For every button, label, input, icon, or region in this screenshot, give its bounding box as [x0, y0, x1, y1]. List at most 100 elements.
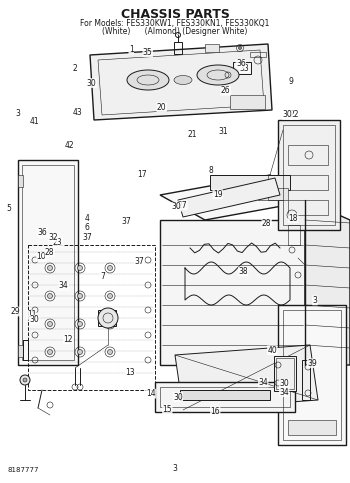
Polygon shape [178, 178, 280, 217]
Circle shape [77, 294, 83, 298]
Text: 19: 19 [213, 190, 223, 199]
Text: 27: 27 [178, 201, 188, 210]
Bar [288, 225, 300, 245]
Text: 5: 5 [6, 204, 11, 213]
Bar [230, 95, 265, 109]
Text: 12: 12 [63, 335, 73, 343]
Bar [288, 200, 328, 215]
Circle shape [23, 378, 27, 382]
Text: 35: 35 [143, 48, 153, 57]
Text: 33: 33 [239, 64, 249, 73]
Polygon shape [305, 200, 350, 365]
Text: 2: 2 [73, 64, 78, 73]
Bar [22, 165, 74, 360]
Text: 30: 30 [87, 79, 97, 87]
Ellipse shape [174, 75, 192, 85]
Polygon shape [160, 175, 315, 220]
Text: 15: 15 [162, 405, 172, 414]
Text: 22: 22 [290, 111, 300, 119]
Circle shape [48, 294, 52, 298]
Bar [268, 175, 283, 200]
Bar [18, 345, 23, 357]
Text: 29: 29 [11, 307, 21, 316]
Text: 36: 36 [236, 59, 246, 68]
Bar [278, 120, 340, 230]
Bar [205, 44, 219, 52]
Bar [18, 175, 23, 187]
Text: 6: 6 [84, 224, 89, 232]
Text: 4: 4 [84, 214, 89, 223]
Text: 8: 8 [208, 166, 213, 174]
Text: 32: 32 [48, 233, 58, 242]
Ellipse shape [127, 70, 169, 90]
Circle shape [77, 266, 83, 270]
Circle shape [238, 46, 242, 49]
Text: 10: 10 [36, 253, 46, 261]
Text: 40: 40 [267, 346, 277, 355]
Circle shape [48, 266, 52, 270]
Text: 8187777: 8187777 [8, 467, 40, 473]
Text: 34: 34 [279, 388, 289, 397]
Circle shape [107, 294, 112, 298]
Text: 34: 34 [258, 378, 268, 387]
Bar [155, 382, 295, 412]
Circle shape [107, 322, 112, 327]
Text: 42: 42 [64, 142, 74, 150]
Bar [250, 52, 266, 57]
Text: 1: 1 [129, 45, 134, 54]
Text: CHASSIS PARTS: CHASSIS PARTS [120, 8, 230, 21]
Text: 39: 39 [307, 359, 317, 368]
Text: 26: 26 [221, 86, 231, 95]
Bar [160, 387, 290, 407]
Text: For Models: FES330KW1, FES330KN1, FES330KQ1: For Models: FES330KW1, FES330KN1, FES330… [80, 19, 270, 28]
Text: 28: 28 [45, 248, 55, 256]
Circle shape [77, 350, 83, 355]
Polygon shape [175, 345, 318, 410]
Text: 28: 28 [262, 219, 272, 227]
Bar [283, 310, 341, 440]
Text: 30: 30 [29, 315, 39, 324]
Text: 43: 43 [73, 108, 83, 116]
Circle shape [98, 308, 118, 328]
Bar [274, 356, 296, 391]
Text: 30: 30 [172, 202, 182, 211]
Text: 18: 18 [288, 214, 298, 223]
Text: 37: 37 [82, 233, 92, 242]
Text: 37: 37 [134, 257, 144, 266]
Text: 30: 30 [279, 380, 289, 388]
Text: 7: 7 [101, 272, 106, 281]
Bar [276, 358, 294, 389]
Text: 36: 36 [38, 228, 48, 237]
Bar [288, 420, 336, 435]
Polygon shape [90, 44, 272, 120]
Circle shape [48, 322, 52, 327]
Text: 16: 16 [210, 407, 220, 416]
Bar [98, 310, 116, 326]
Bar [210, 175, 290, 190]
Text: 41: 41 [29, 117, 39, 126]
Text: 21: 21 [187, 130, 197, 139]
Text: 38: 38 [238, 267, 248, 276]
Bar [302, 360, 310, 400]
Bar [18, 160, 78, 365]
Circle shape [107, 266, 112, 270]
Text: 31: 31 [218, 127, 228, 136]
Bar [283, 125, 335, 225]
Text: (White)      (Almond) (Designer White): (White) (Almond) (Designer White) [102, 27, 248, 36]
Bar [288, 145, 328, 165]
Bar [174, 42, 182, 54]
Text: 37: 37 [122, 217, 132, 226]
Bar [288, 175, 328, 190]
Text: 11: 11 [27, 311, 36, 319]
Text: 20: 20 [157, 103, 167, 112]
Text: 13: 13 [125, 369, 135, 377]
Bar [180, 390, 270, 400]
Text: 3: 3 [313, 296, 317, 305]
Text: 3: 3 [173, 464, 177, 473]
Text: 9: 9 [289, 77, 294, 85]
Bar [278, 305, 346, 445]
Text: 34: 34 [59, 282, 69, 290]
Bar [233, 62, 251, 74]
Text: 30: 30 [283, 111, 293, 119]
Text: 17: 17 [137, 170, 147, 179]
